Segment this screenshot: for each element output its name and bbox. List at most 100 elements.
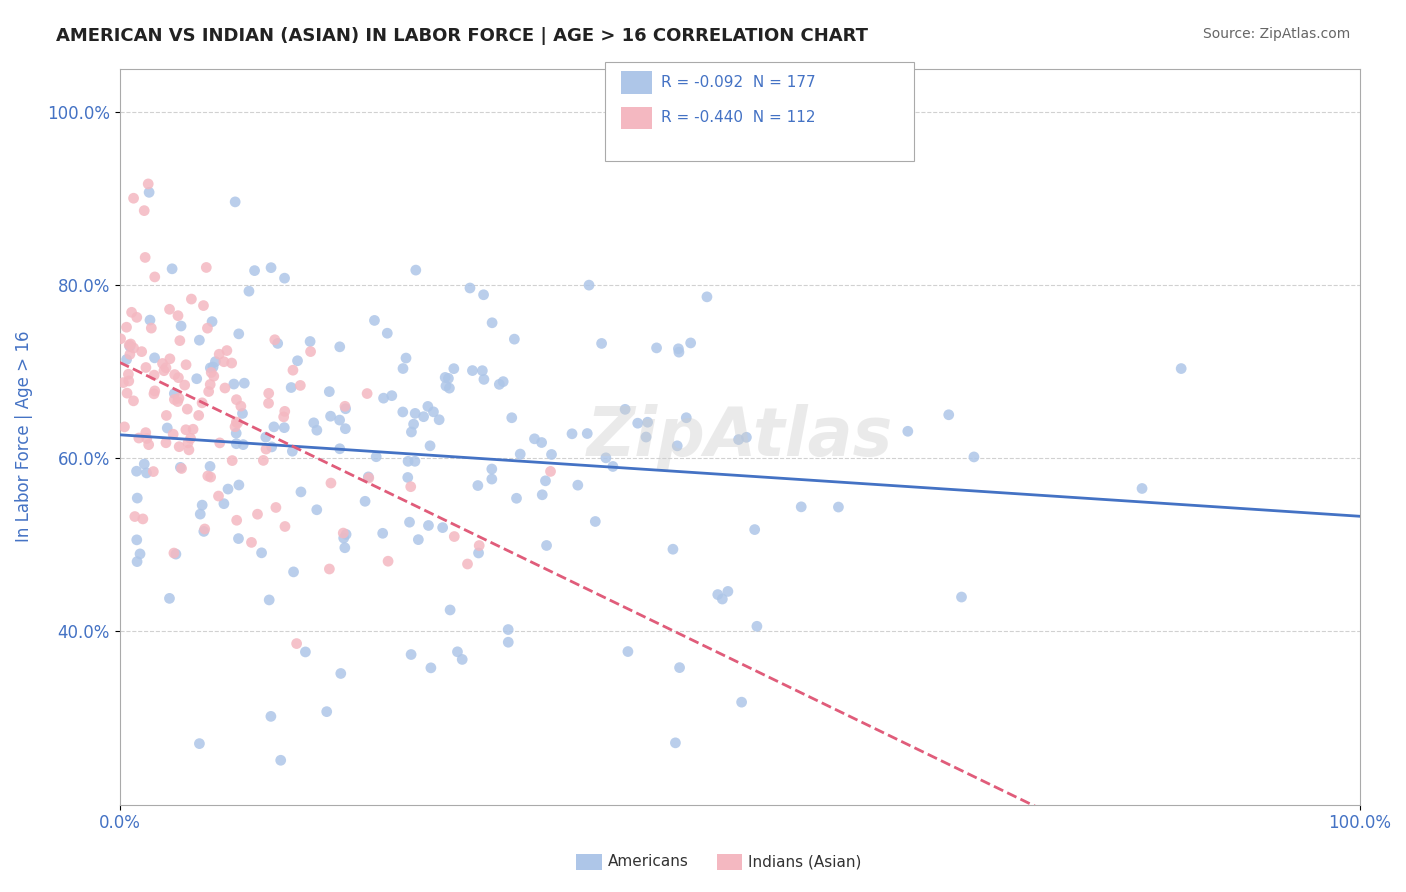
Point (294, 645, 316, 659)
Point (122, 341, 145, 355)
Point (166, 394, 188, 409)
Point (319, 409, 342, 424)
Point (134, 457, 156, 471)
Point (260, 260, 283, 275)
Point (121, 305, 143, 319)
Point (727, 433, 749, 447)
Point (228, 532, 250, 546)
Point (363, 313, 385, 327)
Point (318, 384, 340, 399)
Point (156, 421, 179, 435)
Point (134, 251, 156, 265)
Point (408, 533, 430, 547)
Point (481, 462, 503, 476)
Point (434, 379, 457, 393)
Point (254, 430, 277, 444)
Point (215, 343, 238, 358)
Point (627, 416, 650, 430)
Point (281, 363, 304, 377)
Point (332, 526, 354, 541)
Text: Source: ZipAtlas.com: Source: ZipAtlas.com (1202, 27, 1350, 41)
Point (401, 425, 423, 439)
Point (167, 392, 190, 406)
Point (402, 417, 425, 432)
Point (399, 480, 422, 494)
Point (225, 426, 247, 441)
Point (115, 386, 138, 401)
Point (299, 344, 322, 359)
Point (138, 186, 160, 200)
Point (305, 502, 328, 516)
Point (257, 386, 280, 401)
Point (198, 459, 221, 474)
Point (186, 372, 208, 386)
Point (125, 555, 148, 569)
Point (335, 401, 357, 416)
Point (481, 316, 503, 330)
Point (131, 344, 153, 359)
Point (434, 370, 457, 384)
Point (668, 660, 690, 674)
Point (501, 410, 523, 425)
Point (561, 426, 583, 441)
Point (264, 500, 287, 515)
Point (356, 386, 378, 401)
Point (305, 423, 328, 437)
Point (451, 652, 474, 666)
Point (204, 354, 226, 368)
Point (167, 370, 190, 384)
Point (614, 402, 637, 417)
Point (467, 478, 489, 492)
Point (299, 334, 322, 349)
Point (668, 345, 690, 359)
Point (257, 593, 280, 607)
Point (357, 471, 380, 485)
Point (287, 353, 309, 368)
Point (238, 284, 260, 298)
Point (319, 476, 342, 491)
Point (233, 376, 256, 391)
Point (115, 352, 138, 367)
Point (315, 705, 337, 719)
Point (202, 369, 225, 384)
Point (437, 371, 460, 385)
Point (377, 554, 399, 568)
Point (226, 416, 249, 430)
Point (197, 321, 219, 335)
Point (138, 438, 160, 452)
Point (160, 261, 183, 276)
Point (208, 347, 231, 361)
Point (711, 592, 734, 607)
Point (118, 374, 141, 388)
Point (120, 337, 142, 351)
Point (280, 380, 302, 394)
Point (285, 636, 308, 650)
Point (114, 420, 136, 434)
Point (254, 442, 277, 456)
Point (458, 281, 481, 295)
Point (155, 435, 177, 450)
Point (135, 360, 157, 375)
Point (602, 459, 624, 474)
Point (142, 465, 165, 479)
Point (243, 263, 266, 277)
Point (412, 409, 434, 424)
Point (488, 377, 510, 392)
Point (197, 469, 219, 483)
Point (115, 320, 138, 334)
Point (443, 530, 465, 544)
Point (472, 287, 495, 301)
Point (405, 263, 427, 277)
Point (273, 271, 295, 285)
Point (177, 435, 200, 450)
Point (735, 430, 758, 444)
Point (496, 635, 519, 649)
Point (188, 507, 211, 521)
Point (443, 361, 465, 376)
Point (191, 498, 214, 512)
Point (827, 500, 849, 514)
Point (398, 515, 420, 529)
Point (155, 409, 177, 423)
Point (419, 661, 441, 675)
Point (503, 332, 526, 346)
